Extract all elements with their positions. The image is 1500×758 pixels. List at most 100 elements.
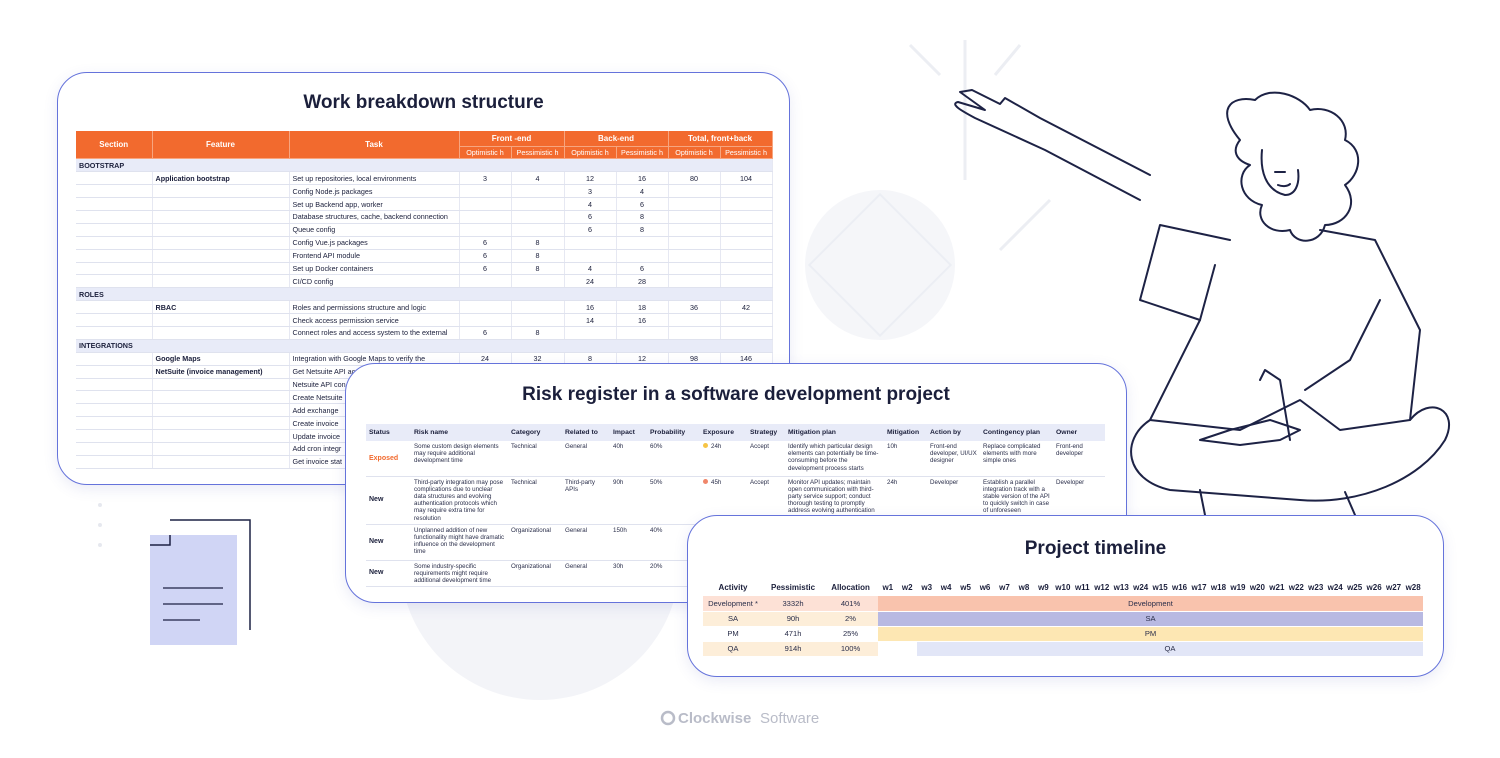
week-label: w21 [1269, 582, 1285, 592]
header-row: Status Risk name Category Related to Impact P… [366, 424, 1105, 441]
week-label: w6 [979, 582, 991, 592]
timeline-bar: Development [878, 596, 1423, 612]
cell: 42 [720, 300, 773, 315]
cell-text: Technical [511, 477, 559, 486]
text: Monitor API updates; maintain open commu… [788, 478, 875, 515]
cell-text: 45h [703, 477, 744, 486]
row: Development * 3332h 401% Development [703, 596, 1423, 612]
cell: 14 [564, 313, 617, 327]
row: SA 90h 2% SA [703, 611, 1423, 627]
cell: Some custom design elements may require … [411, 441, 508, 477]
empty-cell [459, 184, 512, 199]
cell-text: 24h [703, 441, 744, 450]
cell-text: 50% [650, 477, 697, 486]
empty-cell [76, 429, 153, 443]
row: Application bootstrap Set up repositories… [76, 171, 773, 186]
text: 90h [613, 478, 624, 486]
week-label: w24 [1133, 582, 1149, 592]
allocation-cell: 401% [823, 596, 879, 612]
status-cell: Exposed [366, 441, 411, 477]
empty-cell [76, 249, 153, 263]
header-cell: Owner [1053, 424, 1105, 441]
card-title: Work breakdown structure [303, 92, 544, 113]
cell: 8 [511, 249, 565, 263]
cell: Roles and permissions structure and logi… [289, 300, 460, 315]
timeline-table: Activity Pessimistic Allocation w1 w2 w3 w4 w5 w… [703, 578, 1423, 657]
text: Establish a parallel integration track w… [983, 478, 1050, 515]
subheader-cell: Pessimistic h [720, 146, 773, 160]
text: 60% [650, 443, 663, 450]
brand-suffix: Software [760, 710, 819, 727]
pessimistic-cell: 471h [763, 626, 824, 642]
empty-cell [668, 326, 721, 340]
cell: Accept [747, 441, 785, 477]
empty-cell [152, 390, 290, 405]
cell: 3 [459, 171, 512, 186]
row: ROLES [76, 287, 773, 302]
empty-cell [76, 352, 153, 366]
empty-cell [152, 223, 290, 237]
text: 40% [650, 526, 663, 534]
cell-text: 24h [887, 477, 924, 486]
timeline-bar: QA [916, 641, 1423, 657]
empty-cell [511, 197, 565, 211]
empty-week [897, 641, 917, 657]
text: General [565, 526, 588, 534]
text: Organizational [511, 526, 551, 534]
text: General [565, 443, 588, 450]
week-label: w27 [1385, 582, 1402, 592]
header-cell: Section [76, 131, 153, 160]
cell-text: Accept [750, 477, 782, 486]
cell: 6 [459, 249, 512, 263]
week-label: w18 [1210, 582, 1227, 592]
header-cell: Back-end [564, 131, 669, 147]
header-cell: Probability [647, 424, 700, 441]
text: Accept [750, 478, 769, 486]
week-label: w3 [921, 582, 933, 592]
text: 50% [650, 478, 663, 486]
empty-cell [720, 313, 773, 327]
cell: 8 [511, 326, 565, 340]
header-cell: Task [289, 131, 460, 160]
cell: 60% [647, 441, 700, 477]
cell: 6 [459, 326, 512, 340]
empty-cell [668, 210, 721, 224]
empty-cell [564, 326, 617, 340]
empty-cell [152, 429, 290, 443]
cell-text: General [565, 441, 607, 450]
cell: General [562, 560, 610, 587]
text: 24h [711, 443, 722, 450]
cell: Check access permission service [289, 313, 460, 327]
week-label: w23 [1308, 582, 1324, 592]
timeline-bar: PM [878, 626, 1423, 642]
empty-cell [459, 197, 512, 211]
cell-text: Front-end developer, UI/UX designer [930, 441, 977, 465]
cell: Config Vue.js packages [289, 236, 460, 250]
week-label: w20 [1249, 582, 1265, 592]
empty-cell [668, 197, 721, 211]
week-label: w10 [1055, 582, 1071, 592]
cell: NetSuite (invoice management) [152, 365, 290, 379]
cell-text: 10h [887, 441, 924, 450]
empty-cell [668, 236, 721, 250]
cell: Unplanned addition of new functionality … [411, 524, 508, 561]
activity-cell: QA [703, 641, 764, 657]
subheader-cell: Optimistic h [564, 146, 617, 160]
cell-text: Unplanned addition of new functionality … [414, 525, 505, 556]
empty-cell [152, 210, 290, 224]
cell: Third-party integration may pose complic… [411, 476, 508, 525]
cell: Some industry-specific requirements migh… [411, 560, 508, 587]
text: Technical [511, 443, 537, 450]
empty-cell [76, 365, 153, 379]
cell: 10h [884, 441, 927, 477]
header-cell: Action by [927, 424, 980, 441]
cell-text: Replace complicated elements with more s… [983, 441, 1050, 465]
activity-cell: PM [703, 626, 764, 642]
empty-cell [76, 210, 153, 224]
cell: 4 [511, 171, 565, 186]
cell: 16 [616, 313, 669, 327]
activity-cell: Development * [703, 596, 764, 612]
empty-cell [76, 313, 153, 327]
cell-text: Developer [1056, 477, 1102, 486]
